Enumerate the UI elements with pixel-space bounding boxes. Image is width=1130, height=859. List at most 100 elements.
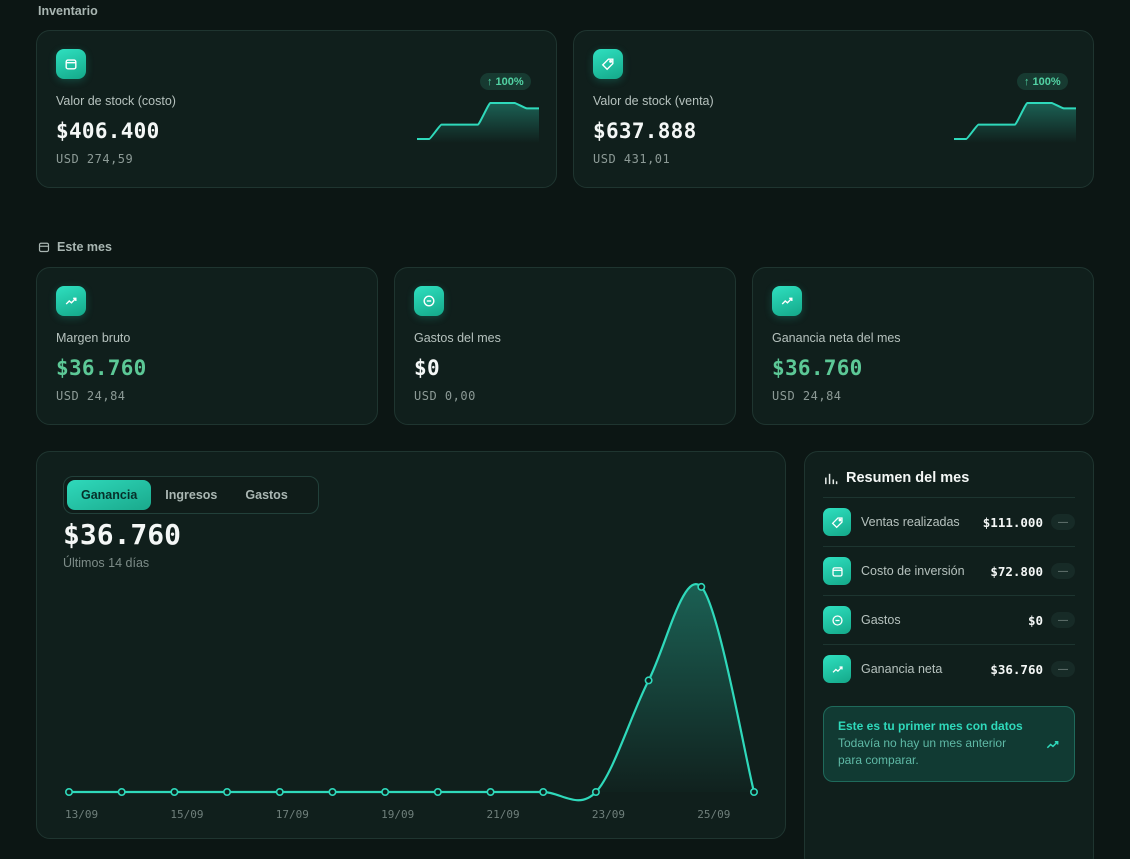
chart-period: Últimos 14 días bbox=[63, 556, 150, 570]
chart-series-line bbox=[69, 583, 756, 802]
chart-point-24/09 bbox=[644, 676, 653, 685]
summary-header: Resumen del mes bbox=[823, 470, 969, 486]
summary-row-net-profit: Ganancia neta $36.760 — bbox=[823, 644, 1075, 693]
x-tick-label: 19/09 bbox=[381, 808, 414, 821]
summary-row-change: — bbox=[1051, 514, 1075, 530]
summary-row-investment: Costo de inversión $72.800 — bbox=[823, 546, 1075, 595]
sparkline-line bbox=[417, 102, 539, 140]
summary-row-label: Ventas realizadas bbox=[861, 515, 960, 529]
trend-up-icon bbox=[823, 655, 851, 683]
chart-point-20/09 bbox=[433, 787, 442, 796]
sparkline-line bbox=[954, 102, 1076, 140]
card-label: Margen bruto bbox=[56, 331, 131, 345]
section-label-inventory: Inventario bbox=[38, 4, 98, 18]
x-tick-label: 15/09 bbox=[170, 808, 203, 821]
tag-icon bbox=[593, 49, 623, 79]
profit-area-chart: 13/09 15/09 17/09 19/09 21/09 23/09 25/09 bbox=[64, 582, 758, 821]
chart-point-22/09 bbox=[539, 787, 548, 796]
summary-row-expenses: Gastos $0 — bbox=[823, 595, 1075, 644]
chart-area-fill bbox=[69, 584, 754, 801]
summary-row-label: Ganancia neta bbox=[861, 662, 943, 676]
summary-title: Resumen del mes bbox=[846, 470, 970, 486]
bar-chart-icon bbox=[825, 473, 838, 484]
card-usd-value: USD 274,59 bbox=[56, 152, 134, 166]
x-tick-label: 23/09 bbox=[592, 808, 625, 821]
tab-gastos[interactable]: Gastos bbox=[245, 488, 288, 502]
profit-chart-panel: Ganancia Ingresos Gastos $36.760 Últimos… bbox=[36, 451, 786, 839]
chart-point-18/09 bbox=[328, 787, 337, 796]
x-tick-label: 25/09 bbox=[697, 808, 730, 821]
card-usd-value: USD 24,84 bbox=[772, 389, 842, 403]
stock-sale-card: Valor de stock (venta) $637.888 USD 431,… bbox=[573, 30, 1094, 188]
stock-cost-card: Valor de stock (costo) $406.400 USD 274,… bbox=[36, 30, 557, 188]
card-value: $36.760 bbox=[56, 356, 147, 380]
chart-point-23/09 bbox=[591, 787, 600, 796]
card-value: $0 bbox=[414, 356, 440, 380]
change-value: 100% bbox=[1032, 75, 1061, 88]
card-value: $36.760 bbox=[772, 356, 863, 380]
tab-ganancia[interactable]: Ganancia bbox=[67, 480, 152, 510]
calendar-icon bbox=[823, 557, 851, 585]
minus-circle-icon bbox=[823, 606, 851, 634]
card-label: Valor de stock (venta) bbox=[593, 94, 714, 108]
chart-total: $36.760 bbox=[63, 518, 182, 551]
chart-point-13/09 bbox=[64, 787, 73, 796]
stock-cost-sparkline bbox=[417, 102, 539, 143]
summary-row-sales: Ventas realizadas $111.000 — bbox=[823, 497, 1075, 546]
arrow-up-icon: ↑ bbox=[1024, 75, 1030, 88]
summary-row-value: $36.760 bbox=[990, 661, 1043, 677]
card-usd-value: USD 24,84 bbox=[56, 389, 126, 403]
section-title: Inventario bbox=[38, 4, 98, 18]
summary-row-change: — bbox=[1051, 563, 1075, 579]
x-tick-label: 17/09 bbox=[276, 808, 309, 821]
section-label-this-month: Este mes bbox=[38, 240, 112, 254]
change-badge: ↑ 100% bbox=[480, 73, 531, 90]
summary-row-value: $0 bbox=[1027, 612, 1043, 628]
card-label: Gastos del mes bbox=[414, 331, 501, 345]
chart-point-15/09 bbox=[170, 787, 179, 796]
card-usd-value: USD 431,01 bbox=[593, 152, 671, 166]
first-month-notice: Este es tu primer mes con datos Todavía … bbox=[823, 706, 1075, 782]
calendar-icon bbox=[38, 242, 50, 253]
chart-tabs: Ganancia Ingresos Gastos bbox=[63, 476, 319, 514]
summary-row-label: Gastos bbox=[861, 613, 901, 627]
trend-up-icon bbox=[772, 286, 802, 316]
minus-circle-icon bbox=[414, 286, 444, 316]
summary-row-label: Costo de inversión bbox=[861, 564, 965, 578]
month-summary-panel: Resumen del mes Ventas realizadas $111.0… bbox=[804, 451, 1094, 859]
summary-row-change: — bbox=[1051, 661, 1075, 677]
card-value: $637.888 bbox=[593, 119, 697, 143]
chart-point-21/09 bbox=[486, 787, 495, 796]
section-title: Este mes bbox=[57, 240, 112, 254]
card-label: Ganancia neta del mes bbox=[772, 331, 901, 345]
tag-icon bbox=[823, 508, 851, 536]
card-value: $406.400 bbox=[56, 119, 160, 143]
summary-row-change: — bbox=[1051, 612, 1075, 628]
monthly-expenses-card: Gastos del mes $0 USD 0,00 bbox=[394, 267, 736, 425]
gross-margin-card: Margen bruto $36.760 USD 24,84 bbox=[36, 267, 378, 425]
sparkline-area bbox=[954, 103, 1076, 143]
trend-up-icon bbox=[1046, 740, 1059, 749]
sparkline-area bbox=[417, 103, 539, 143]
x-tick-label: 13/09 bbox=[65, 808, 98, 821]
summary-row-value: $111.000 bbox=[982, 514, 1043, 530]
chart-point-19/09 bbox=[381, 787, 390, 796]
chart-point-16/09 bbox=[223, 787, 232, 796]
card-usd-value: USD 0,00 bbox=[414, 389, 476, 403]
stock-sale-sparkline bbox=[954, 102, 1076, 143]
tab-ingresos[interactable]: Ingresos bbox=[165, 488, 218, 502]
net-profit-card: Ganancia neta del mes $36.760 USD 24,84 bbox=[752, 267, 1094, 425]
notice-text: Todavía no hay un mes anterior para comp… bbox=[838, 736, 1007, 767]
calendar-icon bbox=[56, 49, 86, 79]
chart-point-25/09 bbox=[697, 582, 706, 591]
chart-point-14/09 bbox=[117, 787, 126, 796]
change-value: 100% bbox=[495, 75, 524, 88]
x-tick-label: 21/09 bbox=[487, 808, 520, 821]
notice-title: Este es tu primer mes con datos bbox=[838, 719, 1023, 733]
trend-up-icon bbox=[56, 286, 86, 316]
card-label: Valor de stock (costo) bbox=[56, 94, 176, 108]
summary-row-value: $72.800 bbox=[990, 563, 1043, 579]
chart-point-26/09 bbox=[749, 787, 758, 796]
change-badge: ↑ 100% bbox=[1017, 73, 1068, 90]
chart-point-17/09 bbox=[275, 787, 284, 796]
